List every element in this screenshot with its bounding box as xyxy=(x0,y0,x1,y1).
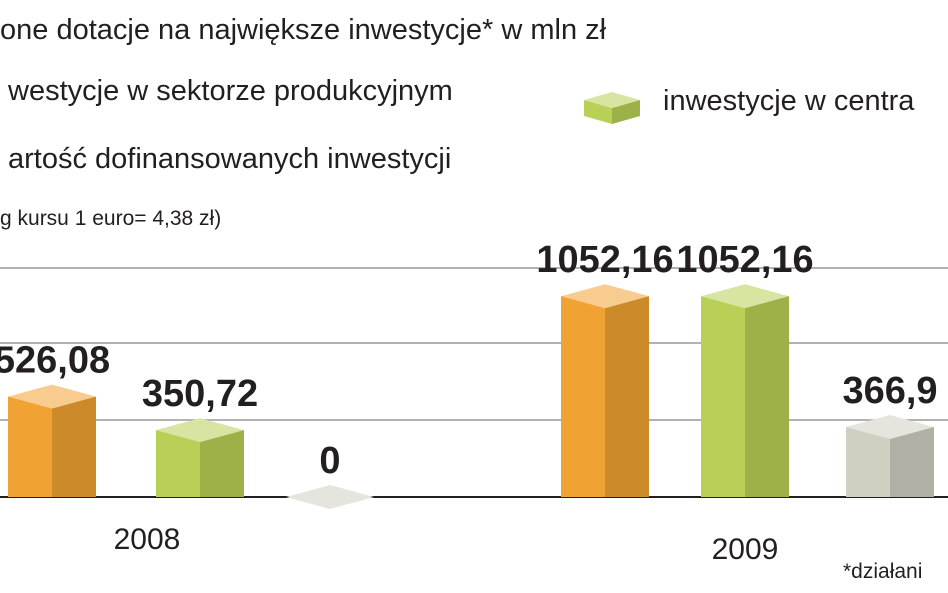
bar-left-face xyxy=(701,296,745,497)
bar xyxy=(286,485,374,509)
bar-left-face xyxy=(8,396,52,497)
plot-frame xyxy=(0,267,948,421)
x-tick-label: 2008 xyxy=(114,523,181,556)
legend-label: inwestycje w centra xyxy=(663,85,915,117)
value-label: 0 xyxy=(319,440,340,482)
value-label: 526,08 xyxy=(0,340,110,382)
bar-left-face xyxy=(846,426,890,497)
bar xyxy=(701,284,789,497)
x-tick-label: 2009 xyxy=(712,533,779,566)
value-label: 350,72 xyxy=(142,373,258,415)
legend-label: artość dofinansowanych inwestycji xyxy=(8,143,451,175)
bar-right-face xyxy=(745,296,789,497)
bar-right-face xyxy=(890,426,934,497)
legend-swatch xyxy=(584,92,640,124)
bar-top-face xyxy=(8,384,96,409)
value-label: 366,9 xyxy=(842,370,937,412)
bar-top-face xyxy=(701,284,789,309)
bar xyxy=(8,384,96,497)
swatch-top xyxy=(584,92,640,108)
bar-left-face xyxy=(156,430,200,497)
bar-right-face xyxy=(605,296,649,497)
value-label: 1052,16 xyxy=(536,239,673,281)
chart-title: one dotacje na największe inwestycje* w … xyxy=(0,14,607,46)
bar-top-face xyxy=(846,414,934,439)
bar-right-face xyxy=(200,430,244,497)
bar xyxy=(561,284,649,497)
bar xyxy=(846,414,934,497)
value-label: 1052,16 xyxy=(676,239,813,281)
bar-left-face xyxy=(561,296,605,497)
note: g kursu 1 euro= 4,38 zł) xyxy=(0,207,221,230)
bar xyxy=(156,418,244,497)
bar-right-face xyxy=(52,396,96,497)
bar-top-face xyxy=(156,418,244,443)
legend-label: westycje w sektorze produkcyjnym xyxy=(7,75,453,107)
bar-top-face xyxy=(561,284,649,309)
bar-top-face xyxy=(286,485,374,509)
footnote: *działani xyxy=(843,560,922,583)
